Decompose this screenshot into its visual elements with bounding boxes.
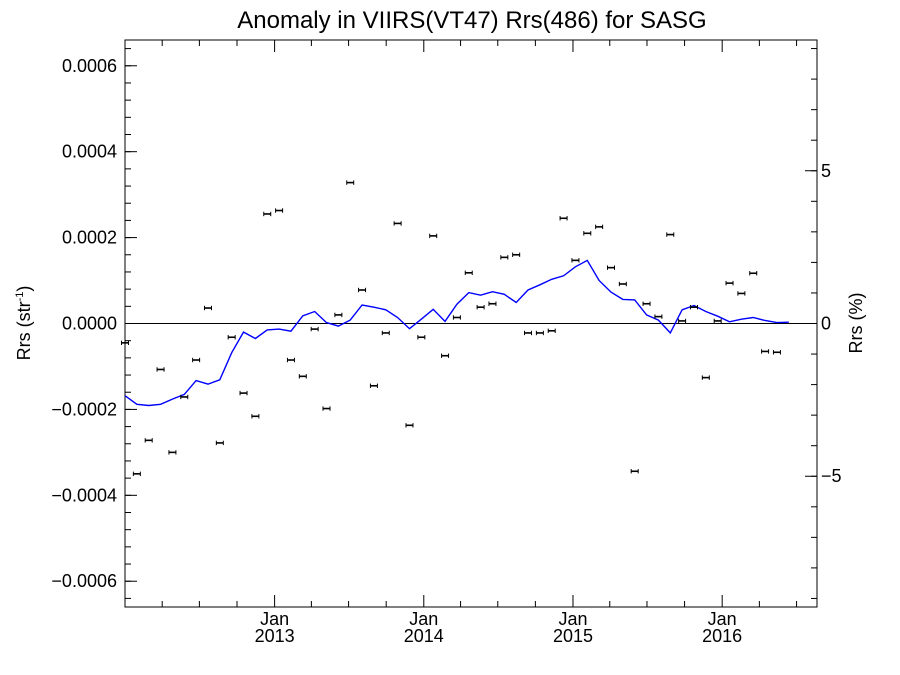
data-point xyxy=(595,224,604,230)
x-tick-label-month: Jan xyxy=(558,609,587,629)
data-point xyxy=(689,304,698,310)
data-point xyxy=(678,318,687,324)
data-point xyxy=(263,211,272,217)
y-tick-label: 0.0000 xyxy=(62,314,117,334)
y-axis-title-sup: -1 xyxy=(14,292,26,302)
data-point xyxy=(512,252,521,257)
y-axis-right: 5 0 −5 xyxy=(805,48,842,599)
data-point xyxy=(275,208,284,213)
data-point xyxy=(737,291,746,296)
data-point xyxy=(429,233,438,239)
data-point xyxy=(713,318,722,324)
data-point xyxy=(701,375,710,380)
y-axis-left: 0.0006 0.0004 0.0002 0.0000 −0.0002 −0.0004 −0… xyxy=(51,48,137,599)
data-point xyxy=(369,383,378,388)
data-point xyxy=(227,335,236,340)
data-point xyxy=(500,255,509,260)
data-point xyxy=(121,340,129,346)
y-tick-label: 0.0004 xyxy=(62,142,117,162)
data-point xyxy=(666,232,675,237)
y-tick-label: 0.0002 xyxy=(62,228,117,248)
data-point xyxy=(144,438,153,443)
data-point xyxy=(606,265,615,270)
series-points xyxy=(121,180,781,477)
data-point xyxy=(381,330,390,336)
y-tick-label: −0.0004 xyxy=(51,485,117,505)
data-point xyxy=(618,281,627,287)
data-point xyxy=(405,423,414,428)
y-tick-label: −0.0006 xyxy=(51,571,117,591)
data-point xyxy=(322,406,331,411)
chart-title: Anomaly in VIIRS(VT47) Rrs(486) for SASG xyxy=(237,7,706,34)
data-point xyxy=(524,330,533,336)
data-point xyxy=(654,314,663,319)
data-point xyxy=(642,301,651,306)
y2-tick-label: 5 xyxy=(821,161,831,181)
data-point xyxy=(132,471,141,477)
data-point xyxy=(559,216,568,221)
data-point xyxy=(239,390,248,396)
data-point xyxy=(203,305,212,311)
y-axis-title-close: ) xyxy=(14,286,34,292)
data-point xyxy=(215,440,224,446)
y-axis-title: Rrs (str-1) xyxy=(14,286,34,361)
x-tick-label-year: 2013 xyxy=(255,626,295,646)
x-tick-label-month: Jan xyxy=(708,609,737,629)
x-tick-label-year: 2016 xyxy=(702,626,742,646)
data-point xyxy=(772,350,781,355)
data-point xyxy=(630,469,639,474)
y-tick-label: −0.0002 xyxy=(51,399,117,419)
data-point xyxy=(476,304,485,310)
y2-tick-label: 0 xyxy=(821,314,831,334)
data-point xyxy=(251,414,260,419)
data-point xyxy=(452,315,461,320)
y2-axis-title: Rrs (%) xyxy=(846,293,866,354)
data-point xyxy=(464,270,473,276)
data-point xyxy=(180,394,189,400)
x-tick-label-year: 2015 xyxy=(553,626,593,646)
data-point xyxy=(393,221,402,226)
y2-tick-label: −5 xyxy=(821,466,842,486)
data-point xyxy=(441,353,450,358)
x-tick-label-month: Jan xyxy=(260,609,289,629)
series-line xyxy=(124,259,789,407)
data-point xyxy=(725,280,734,286)
data-point xyxy=(583,231,592,236)
data-point xyxy=(571,258,580,263)
data-point xyxy=(298,374,307,379)
y-tick-label: 0.0006 xyxy=(62,56,117,76)
data-point xyxy=(358,287,367,293)
data-point xyxy=(761,349,770,354)
data-point xyxy=(156,367,165,372)
data-point xyxy=(417,335,426,340)
data-point xyxy=(192,357,201,363)
data-point xyxy=(310,326,319,332)
data-point xyxy=(749,271,758,276)
data-point xyxy=(547,328,556,334)
x-tick-label-year: 2014 xyxy=(404,626,444,646)
data-point xyxy=(346,180,355,185)
y-axis-title-text: Rrs (str xyxy=(14,301,34,360)
data-point xyxy=(286,357,295,363)
data-point xyxy=(168,450,177,455)
data-point xyxy=(334,312,343,318)
x-tick-label-month: Jan xyxy=(409,609,438,629)
data-point xyxy=(535,330,544,336)
data-point xyxy=(488,301,497,306)
